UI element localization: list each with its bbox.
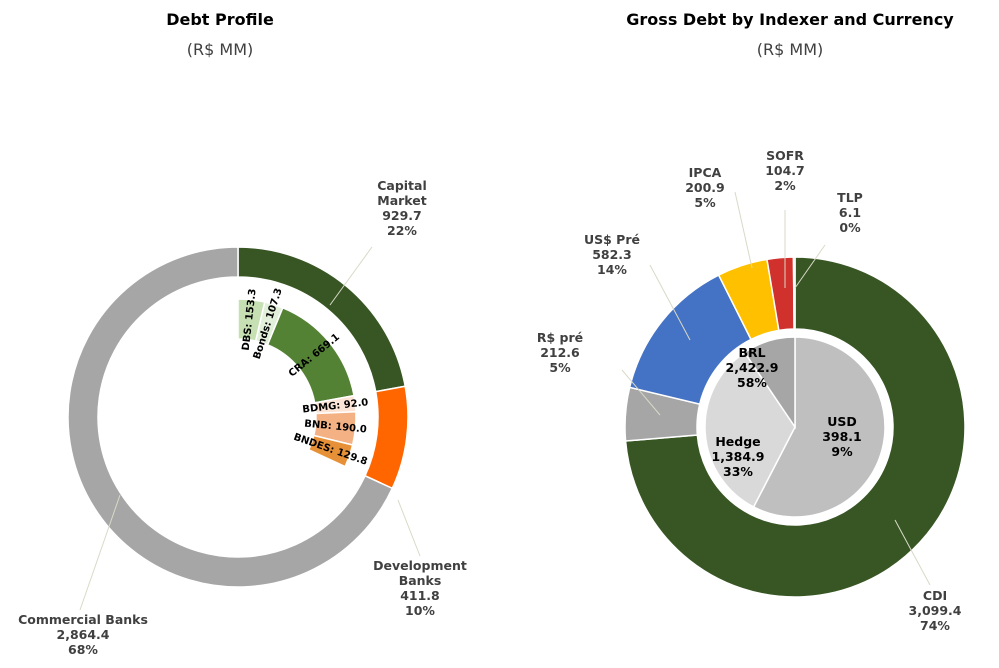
slice-label: TLP 6.1 0% (800, 190, 900, 235)
label-percent: 10% (405, 603, 435, 618)
label-value: 212.6 (540, 345, 580, 360)
label-name: Development Banks (373, 558, 467, 588)
slice-label: R$ pré 212.6 5% (510, 330, 610, 375)
slice-label: BRL 2,422.9 58% (702, 345, 802, 390)
label-percent: 74% (920, 618, 950, 633)
label-percent: 5% (549, 360, 571, 375)
label-name: SOFR (766, 148, 804, 163)
slice-label: CDI 3,099.4 74% (885, 588, 985, 633)
label-percent: 14% (597, 262, 627, 277)
label-value: 411.8 (400, 588, 440, 603)
chart-title: Debt Profile (166, 10, 274, 29)
slice (307, 434, 354, 468)
label-value: 6.1 (838, 205, 862, 220)
label-percent: 33% (723, 464, 753, 479)
label-value: 929.7 (382, 208, 422, 223)
label-percent: 5% (694, 195, 716, 210)
slice-label: IPCA 200.9 5% (655, 165, 755, 210)
label-value: 3,099.4 (908, 603, 962, 618)
label-value: 2,864.4 (56, 627, 110, 642)
label-value: 104.7 (765, 163, 805, 178)
label-percent: 68% (68, 642, 98, 657)
label-name: CDI (922, 588, 948, 603)
label-name: USD (827, 414, 857, 429)
leader-line (794, 244, 826, 289)
slice-label: Capital Market 929.7 22% (372, 178, 432, 238)
slice-label: Development Banks 411.8 10% (370, 558, 470, 618)
label-name: Hedge (715, 434, 761, 449)
leader-line (329, 246, 373, 306)
label-percent: 2% (774, 178, 796, 193)
slice (752, 336, 886, 518)
chart-subtitle: (R$ MM) (756, 40, 824, 59)
label-name: TLP (837, 190, 863, 205)
slice-label: USD 398.1 9% (792, 414, 892, 459)
slice (792, 256, 796, 330)
label-name: R$ pré (536, 330, 584, 345)
leader-line (734, 191, 753, 269)
chart-subtitle: (R$ MM) (186, 40, 254, 59)
label-value: 1,384.9 (711, 449, 765, 464)
label-value: 200.9 (685, 180, 725, 195)
label-name: BRL (738, 345, 766, 360)
leader-line (621, 369, 661, 416)
leader-line (649, 264, 691, 341)
label-name: Capital Market (377, 178, 427, 208)
leader-line (894, 519, 931, 586)
label-value: 582.3 (592, 247, 632, 262)
slice (67, 246, 394, 588)
slice-label: SOFR 104.7 2% (735, 148, 835, 193)
slice (704, 351, 796, 508)
label-percent: 58% (737, 375, 767, 390)
chart-title: Gross Debt by Indexer and Currency (626, 10, 954, 29)
leader-line (397, 499, 421, 557)
slice-label: Hedge 1,384.9 33% (688, 434, 788, 479)
label-percent: 0% (839, 220, 861, 235)
label-percent: 22% (387, 223, 417, 238)
label-value: 398.1 (822, 429, 862, 444)
label-name: IPCA (688, 165, 722, 180)
slice (624, 256, 966, 598)
leader-line (79, 494, 121, 611)
slice (364, 385, 409, 490)
slice-label: Commercial Banks 2,864.4 68% (0, 612, 168, 657)
label-name: US$ Pré (583, 232, 640, 247)
label-name: Commercial Banks (18, 612, 148, 627)
slice-label: US$ Pré 582.3 14% (562, 232, 662, 277)
label-percent: 9% (831, 444, 853, 459)
slice (743, 336, 796, 430)
label-value: 2,422.9 (725, 360, 779, 375)
